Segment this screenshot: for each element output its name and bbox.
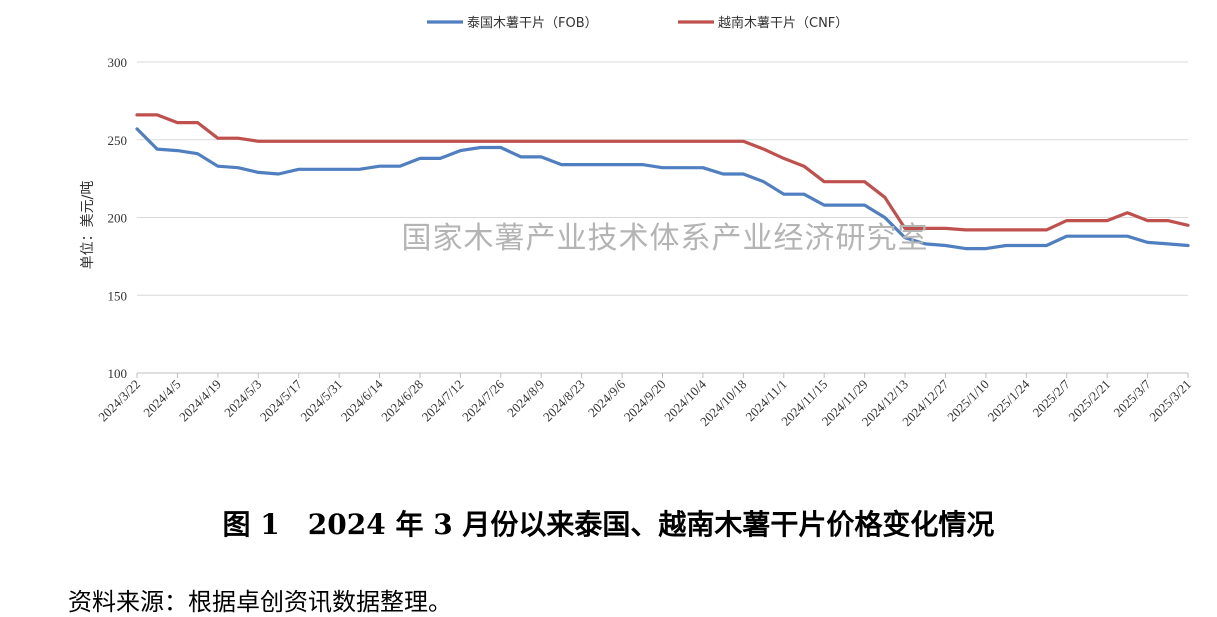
y-tick-label: 250 (108, 133, 128, 148)
legend-label-1: 越南木薯干片（CNF） (718, 15, 848, 31)
x-tick-label: 2025/1/24 (985, 376, 1033, 424)
x-tick-label: 2024/5/31 (297, 377, 345, 425)
y-tick-label: 150 (108, 288, 128, 303)
source-note: 资料来源：根据卓创资讯数据整理。 (68, 588, 452, 616)
x-tick-label: 2024/5/17 (257, 376, 305, 424)
gridlines (137, 61, 1188, 296)
y-tick-label: 300 (108, 55, 128, 70)
y-axis-label: 单位：美元/吨 (80, 181, 96, 270)
x-tick-label: 2024/4/19 (176, 377, 224, 425)
y-tick-label: 100 (108, 366, 128, 381)
x-tick-label: 2024/7/26 (459, 376, 507, 424)
x-tick-label: 2025/1/10 (944, 377, 992, 425)
x-axis-ticks: 2024/3/222024/4/52024/4/192024/5/32024/5… (95, 373, 1194, 429)
series-line-0 (135, 127, 1190, 251)
series-line-1 (135, 113, 1190, 232)
x-tick-label: 2024/6/28 (378, 377, 426, 425)
y-tick-label: 200 (108, 211, 128, 226)
x-tick-label: 2025/2/21 (1065, 377, 1113, 425)
price-line-chart: 泰国木薯干片（FOB） 越南木薯干片（CNF） 100 150 200 250 300 2… (80, 15, 1194, 429)
x-tick-label: 2024/9/20 (621, 377, 669, 425)
series-lines (135, 113, 1190, 251)
x-tick-label: 2024/8/23 (540, 377, 588, 425)
figure-caption: 图 1 2024 年 3 月份以来泰国、越南木薯干片价格变化情况 (222, 508, 995, 541)
y-axis-ticks: 100 150 200 250 300 (108, 55, 128, 381)
chart-legend: 泰国木薯干片（FOB） 越南木薯干片（CNF） (427, 15, 848, 31)
watermark-text: 国家木薯产业技术体系产业经济研究室 (402, 221, 929, 256)
x-tick-label: 2025/3/21 (1146, 377, 1194, 425)
x-tick-label: 2024/6/14 (338, 376, 386, 424)
x-tick-label: 2024/7/12 (419, 377, 467, 425)
legend-label-0: 泰国木薯干片（FOB） (467, 16, 598, 31)
x-tick-label: 2024/3/22 (95, 377, 143, 425)
